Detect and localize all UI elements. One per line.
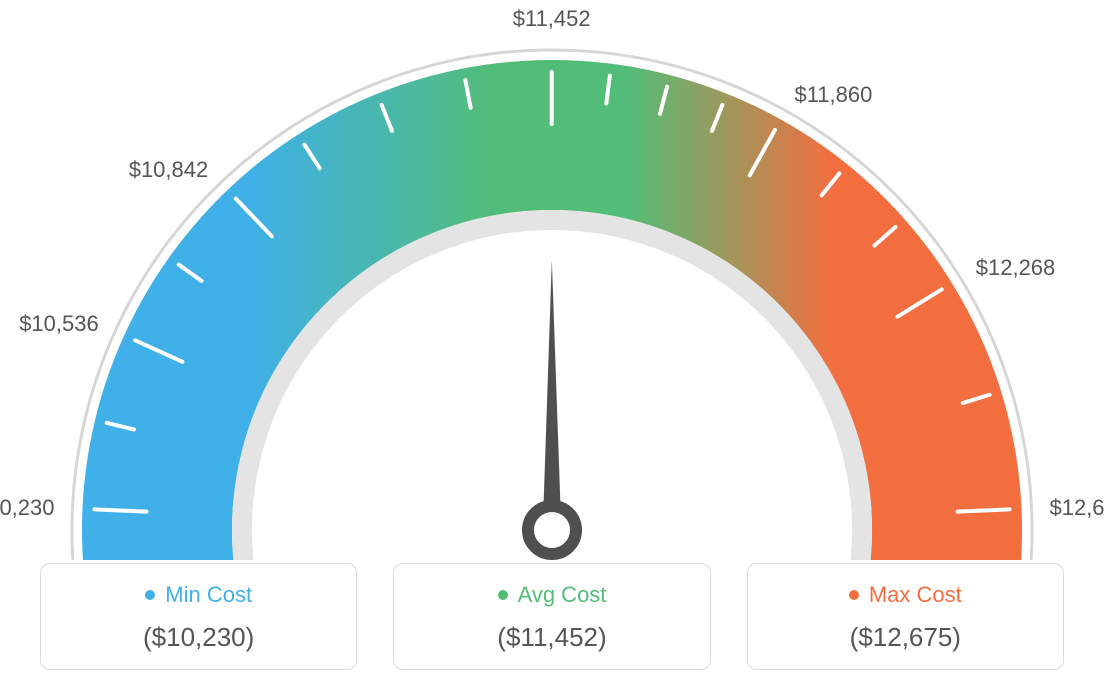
gauge-tick-label: $10,842 xyxy=(129,157,209,183)
gauge-tick-label: $11,860 xyxy=(794,82,872,108)
gauge-tick-label: $12,268 xyxy=(976,255,1056,281)
gauge-tick-label: $10,536 xyxy=(19,311,99,337)
legend-max-dot xyxy=(849,590,859,600)
legend-min-box: Min Cost ($10,230) xyxy=(40,563,357,670)
legend-avg-value: ($11,452) xyxy=(404,622,699,653)
legend-max-value: ($12,675) xyxy=(758,622,1053,653)
legend-min-value: ($10,230) xyxy=(51,622,346,653)
gauge-container: $10,230 $10,536 $10,842 $11,452 $11,860 $12,2… xyxy=(0,0,1104,690)
legend-max-box: Max Cost ($12,675) xyxy=(747,563,1064,670)
legend-min-title-text: Min Cost xyxy=(165,582,252,608)
legend-row: Min Cost ($10,230) Avg Cost ($11,452) Ma… xyxy=(0,563,1104,670)
legend-avg-dot xyxy=(498,590,508,600)
legend-avg-title: Avg Cost xyxy=(498,582,607,608)
legend-min-dot xyxy=(145,590,155,600)
legend-min-title: Min Cost xyxy=(145,582,252,608)
legend-max-title: Max Cost xyxy=(849,582,962,608)
gauge-tick-label: $12,675 xyxy=(1049,495,1104,521)
legend-avg-title-text: Avg Cost xyxy=(518,582,607,608)
gauge-tick-label: $11,452 xyxy=(513,6,591,32)
gauge-tick-label: $10,230 xyxy=(0,495,55,521)
gauge-svg xyxy=(52,20,1052,560)
legend-avg-box: Avg Cost ($11,452) xyxy=(393,563,710,670)
gauge-chart: $10,230 $10,536 $10,842 $11,452 $11,860 $12,2… xyxy=(0,0,1104,540)
legend-max-title-text: Max Cost xyxy=(869,582,962,608)
